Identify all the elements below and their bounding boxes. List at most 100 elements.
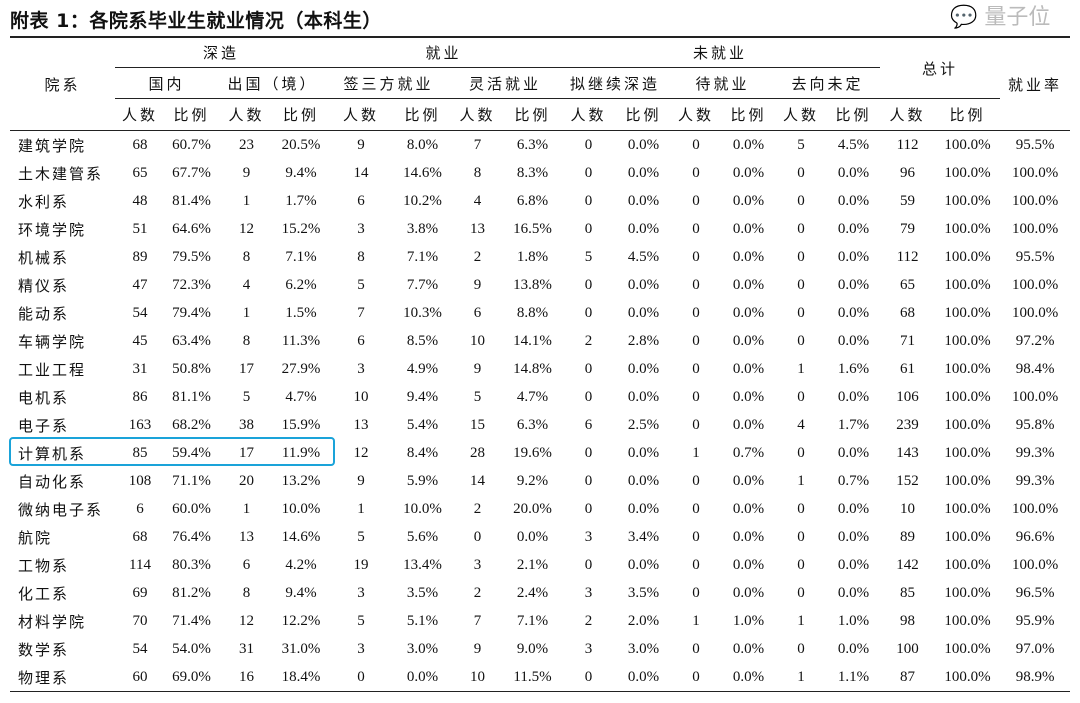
cell: 2.0% xyxy=(627,612,660,629)
subheader-ratio: 比例 xyxy=(935,98,1001,131)
cell: 100.0% xyxy=(944,276,991,293)
cell: 0 xyxy=(692,192,700,209)
header-domestic: 国内 xyxy=(115,67,218,99)
table-row: 电机系 86 81.1% 5 4.7% 10 9.4% 5 4.7% 0 0.0% 0 0.0% 0 0.0… xyxy=(10,383,1070,411)
cell: 50.8% xyxy=(172,360,211,377)
cell: 100.0% xyxy=(944,192,991,209)
cell: 2.4% xyxy=(516,584,549,601)
cell: 47 xyxy=(132,276,148,293)
cell: 16 xyxy=(239,668,254,685)
table-row: 建筑学院 68 60.7% 23 20.5% 9 8.0% 7 6.3% 0 0.0% 0 0.0% 5 4… xyxy=(10,131,1070,160)
header-dept: 院系 xyxy=(10,37,115,131)
header-plan-study: 拟继续深造 xyxy=(560,67,671,99)
cell: 0.0% xyxy=(627,556,660,573)
subheader-count: 人数 xyxy=(560,98,618,131)
cell: 2 xyxy=(473,500,482,517)
cell: 85 xyxy=(900,584,916,601)
cell: 14.6% xyxy=(403,164,442,181)
dept-name: 材料学院 xyxy=(18,614,87,631)
cell: 0 xyxy=(584,668,593,685)
cell: 1 xyxy=(242,500,251,517)
header-flexible: 灵活就业 xyxy=(450,67,561,99)
cell: 0.0% xyxy=(732,472,765,489)
cell: 0 xyxy=(692,248,700,265)
dept-name: 自动化系 xyxy=(18,474,87,491)
subheader-ratio: 比例 xyxy=(505,98,561,131)
cell: 0 xyxy=(584,220,593,237)
cell: 9.0% xyxy=(516,640,549,657)
cell: 5 xyxy=(584,248,593,265)
cell: 0.0% xyxy=(732,220,765,237)
cell: 13 xyxy=(239,528,254,545)
cell: 9 xyxy=(242,164,251,181)
cell: 68 xyxy=(132,528,148,545)
cell: 2 xyxy=(584,612,593,629)
cell: 3.5% xyxy=(406,584,439,601)
cell: 99.3% xyxy=(1015,444,1055,461)
cell: 0 xyxy=(473,528,482,545)
cell: 11.3% xyxy=(281,332,321,349)
cell: 1.0% xyxy=(837,612,870,629)
cell: 95.5% xyxy=(1015,248,1055,265)
cell: 8 xyxy=(357,248,365,265)
subheader-count: 人数 xyxy=(115,98,165,131)
cell: 6 xyxy=(584,416,593,433)
cell: 19.6% xyxy=(513,444,552,461)
subheader-ratio: 比例 xyxy=(395,98,451,131)
cell: 4 xyxy=(473,192,482,209)
cell: 0.0% xyxy=(627,500,660,517)
dept-name: 土木建管系 xyxy=(18,166,104,183)
cell: 1.1% xyxy=(837,668,870,685)
cell: 45 xyxy=(132,332,148,349)
dept-name: 水利系 xyxy=(18,194,70,211)
cell: 0.0% xyxy=(837,640,870,657)
cell: 100.0% xyxy=(944,528,991,545)
cell: 100.0% xyxy=(944,556,991,573)
cell: 0.0% xyxy=(837,164,870,181)
cell: 1.8% xyxy=(516,248,549,265)
cell: 95.8% xyxy=(1015,416,1055,433)
cell: 8.4% xyxy=(406,444,439,461)
header-total: 总计 xyxy=(880,37,1001,99)
cell: 0 xyxy=(797,640,805,657)
cell: 1 xyxy=(797,668,805,685)
cell: 0 xyxy=(357,668,365,685)
cell: 38 xyxy=(239,416,254,433)
header-abroad: 出国（境） xyxy=(218,67,328,99)
cell: 100.0% xyxy=(944,220,991,237)
cell: 0.0% xyxy=(837,192,870,209)
cell: 0.0% xyxy=(732,668,765,685)
cell: 100.0% xyxy=(944,248,991,265)
cell: 0 xyxy=(797,528,805,545)
cell: 100.0% xyxy=(944,164,991,181)
cell: 76.4% xyxy=(172,528,211,545)
cell: 68.2% xyxy=(172,416,211,433)
cell: 7.1% xyxy=(285,248,317,265)
cell: 5 xyxy=(473,388,482,405)
cell: 1 xyxy=(797,612,805,629)
cell: 100.0% xyxy=(944,612,991,629)
table-row: 工物系 114 80.3% 6 4.2% 19 13.4% 3 2.1% 0 0.0% 0 0.0% 0 0… xyxy=(10,551,1070,579)
cell: 71 xyxy=(900,332,916,349)
cell: 1 xyxy=(797,360,805,377)
cell: 3 xyxy=(584,640,593,657)
cell: 9.2% xyxy=(516,472,549,489)
wechat-icon: 💬 xyxy=(950,5,978,30)
cell: 0 xyxy=(692,500,700,517)
cell: 6 xyxy=(473,304,482,321)
cell: 4.9% xyxy=(406,360,439,377)
cell: 69 xyxy=(132,584,148,601)
cell: 114 xyxy=(129,556,151,573)
cell: 0 xyxy=(797,500,805,517)
cell: 0 xyxy=(797,276,805,293)
cell: 8.8% xyxy=(516,304,549,321)
cell: 3.8% xyxy=(406,220,439,237)
dept-name: 电机系 xyxy=(18,390,70,407)
cell: 0.0% xyxy=(732,248,765,265)
cell: 14 xyxy=(470,472,486,489)
cell: 4 xyxy=(242,276,251,293)
cell: 0 xyxy=(692,304,700,321)
cell: 0 xyxy=(692,360,700,377)
cell: 0 xyxy=(797,164,805,181)
cell: 0 xyxy=(692,640,700,657)
